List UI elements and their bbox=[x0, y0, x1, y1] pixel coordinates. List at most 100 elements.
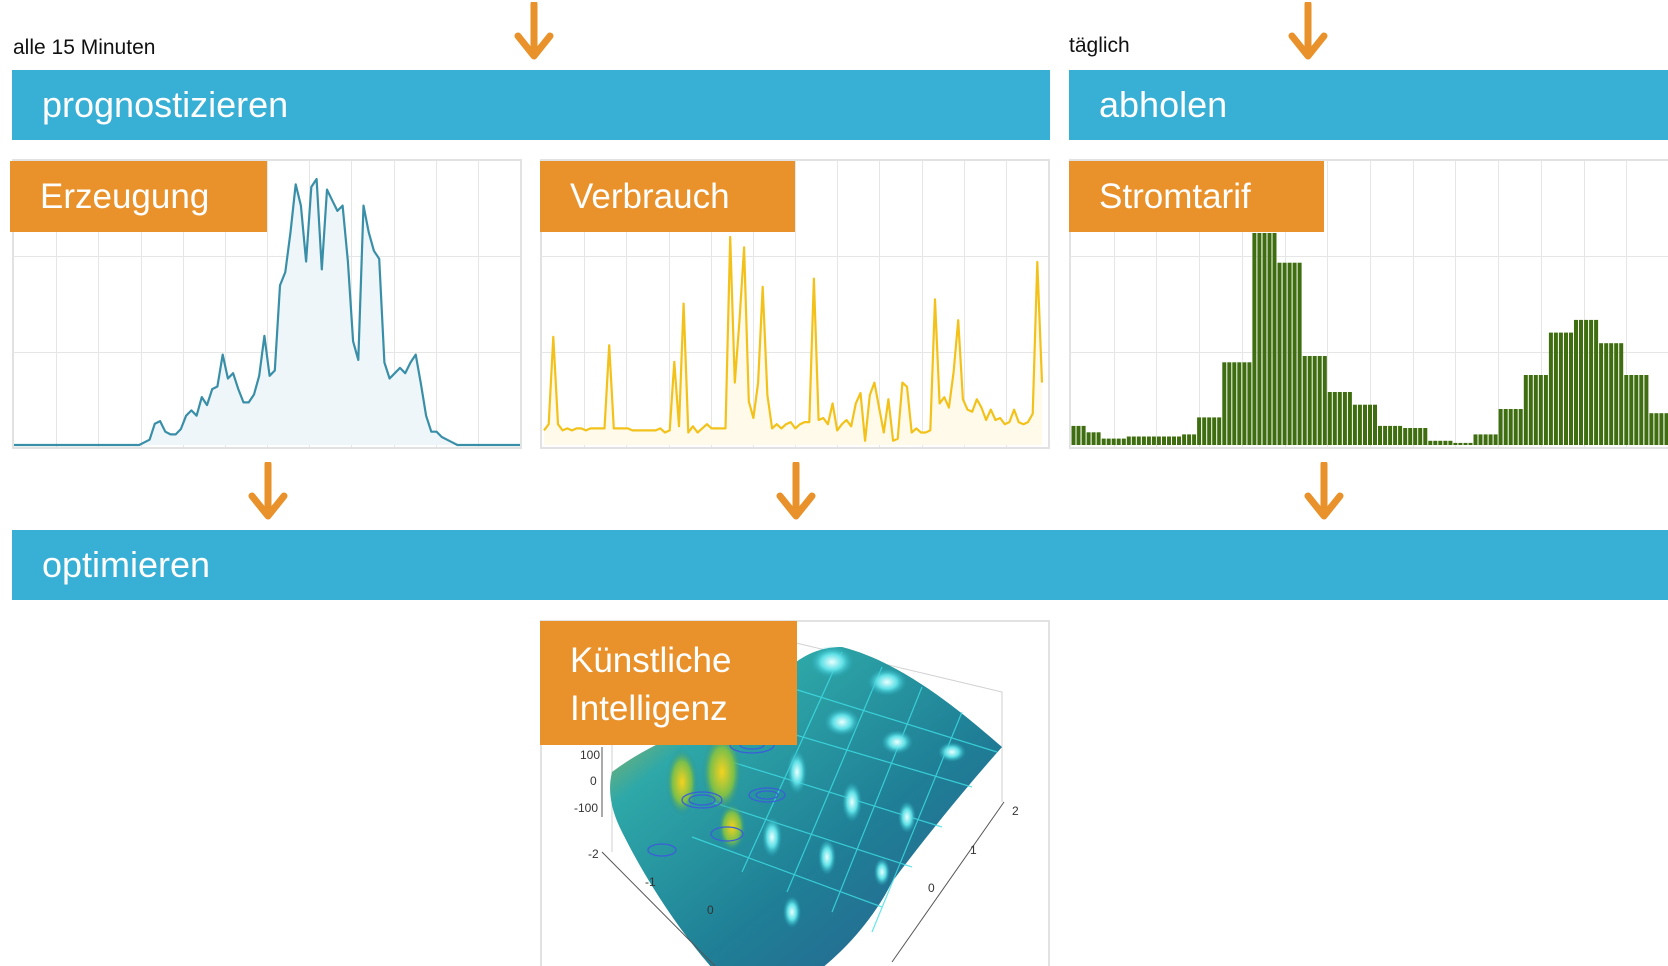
tariff-bar bbox=[1634, 375, 1639, 445]
bar-forecast-label: prognostizieren bbox=[42, 84, 289, 125]
tariff-bar bbox=[1101, 438, 1106, 445]
tariff-bar bbox=[1503, 409, 1508, 445]
tariff-bar bbox=[1589, 319, 1594, 445]
tariff-bar bbox=[1322, 356, 1327, 445]
tag-generation-label: Erzeugung bbox=[40, 177, 210, 216]
tariff-bar bbox=[1373, 404, 1377, 445]
tariff-bar bbox=[1257, 233, 1262, 445]
tariff-bar bbox=[1287, 262, 1292, 445]
tariff-bar bbox=[1332, 392, 1337, 445]
tariff-bar bbox=[1513, 409, 1518, 445]
tag-generation: Erzeugung bbox=[10, 161, 267, 232]
tariff-bar bbox=[1202, 417, 1207, 445]
frequency-label-15min: alle 15 Minuten bbox=[13, 36, 156, 59]
tariff-bar bbox=[1363, 404, 1367, 445]
tariff-bar bbox=[1222, 362, 1227, 445]
tariff-bar bbox=[1232, 362, 1237, 445]
x-tick-0: 0 bbox=[707, 903, 714, 917]
tariff-bar bbox=[1071, 425, 1076, 445]
arrow-down-icon bbox=[1304, 462, 1344, 520]
tariff-bar bbox=[1433, 440, 1438, 445]
tariff-bar bbox=[1584, 319, 1589, 445]
arrow-down-icon bbox=[248, 462, 288, 520]
tariff-bar bbox=[1207, 417, 1212, 445]
tariff-bar bbox=[1116, 438, 1121, 445]
tariff-bar bbox=[1252, 233, 1257, 445]
tag-tariff: Stromtarif bbox=[1069, 161, 1324, 232]
tariff-bar bbox=[1126, 436, 1131, 445]
tariff-bar bbox=[1468, 442, 1473, 445]
tariff-bars bbox=[1071, 233, 1668, 445]
tariff-bar bbox=[1141, 436, 1146, 445]
tariff-bar bbox=[1388, 425, 1393, 445]
arrow-down-icon bbox=[1288, 2, 1328, 60]
tariff-bar bbox=[1664, 413, 1668, 445]
tariff-bar bbox=[1307, 356, 1312, 445]
tariff-bar bbox=[1111, 438, 1116, 445]
tariff-bar bbox=[1438, 440, 1443, 445]
tariff-bar bbox=[1619, 343, 1624, 445]
tariff-bar bbox=[1458, 442, 1463, 445]
frequency-label-daily: täglich bbox=[1069, 34, 1130, 57]
tariff-bar bbox=[1151, 436, 1156, 445]
tariff-bar bbox=[1443, 440, 1448, 445]
tariff-bar bbox=[1091, 432, 1096, 445]
tariff-bar bbox=[1548, 332, 1553, 445]
tariff-bar bbox=[1162, 436, 1166, 445]
tariff-bar bbox=[1518, 409, 1523, 445]
bar-forecast: prognostizieren bbox=[12, 70, 1050, 140]
tariff-bar bbox=[1337, 392, 1342, 445]
x-tick-neg2: -2 bbox=[588, 847, 599, 861]
tariff-bar bbox=[1121, 438, 1126, 445]
series-line bbox=[543, 235, 1044, 442]
tariff-bar bbox=[1227, 362, 1232, 445]
tariff-bar bbox=[1564, 332, 1568, 445]
arrow-down-icon bbox=[776, 462, 816, 520]
bar-optimize-label: optimieren bbox=[42, 544, 211, 585]
tariff-bar bbox=[1553, 332, 1558, 445]
tariff-bar bbox=[1473, 434, 1478, 445]
tariff-bar bbox=[1523, 375, 1528, 445]
tariff-bar bbox=[1609, 343, 1614, 445]
tariff-bar bbox=[1297, 262, 1302, 445]
tariff-bar bbox=[1649, 413, 1654, 445]
tariff-bar bbox=[1172, 436, 1176, 445]
tariff-bar bbox=[1292, 262, 1297, 445]
tag-ai-line2: Intelligenz bbox=[570, 689, 728, 728]
tariff-bar bbox=[1327, 392, 1332, 445]
y-tick-0: 0 bbox=[928, 881, 935, 895]
tariff-bar bbox=[1342, 392, 1347, 445]
tariff-bar bbox=[1498, 409, 1503, 445]
z-tick-0: 0 bbox=[590, 774, 597, 788]
tariff-bar bbox=[1177, 436, 1181, 445]
tariff-bar bbox=[1317, 356, 1322, 445]
tariff-bar bbox=[1423, 428, 1428, 445]
tariff-bar bbox=[1096, 432, 1101, 445]
tariff-bar bbox=[1267, 233, 1272, 445]
tariff-bar bbox=[1398, 425, 1403, 445]
y-tick-2: 2 bbox=[1012, 804, 1019, 818]
tariff-bar bbox=[1368, 404, 1372, 445]
tariff-bar bbox=[1393, 425, 1398, 445]
axes bbox=[601, 747, 1005, 966]
tariff-bar bbox=[1508, 409, 1513, 445]
series-area bbox=[14, 179, 520, 445]
tariff-bar bbox=[1378, 425, 1382, 445]
tariff-bar bbox=[1403, 428, 1408, 445]
tariff-bar bbox=[1594, 319, 1599, 445]
tariff-bar bbox=[1624, 375, 1629, 445]
tariff-bar bbox=[1182, 434, 1187, 445]
tariff-bar bbox=[1081, 425, 1086, 445]
arrow-down-icon bbox=[514, 2, 554, 60]
surface-highlights bbox=[666, 646, 966, 928]
tariff-bar bbox=[1106, 438, 1111, 445]
generation-chart bbox=[14, 161, 520, 447]
tariff-bar bbox=[1146, 436, 1151, 445]
tariff-bar bbox=[1428, 440, 1433, 445]
tag-consumption: Verbrauch bbox=[540, 161, 795, 232]
z-tick-neg100: -100 bbox=[574, 801, 598, 815]
tariff-bar bbox=[1569, 332, 1573, 445]
tariff-bar bbox=[1262, 233, 1267, 445]
bar-fetch: abholen bbox=[1069, 70, 1668, 140]
tariff-bar bbox=[1453, 442, 1458, 445]
